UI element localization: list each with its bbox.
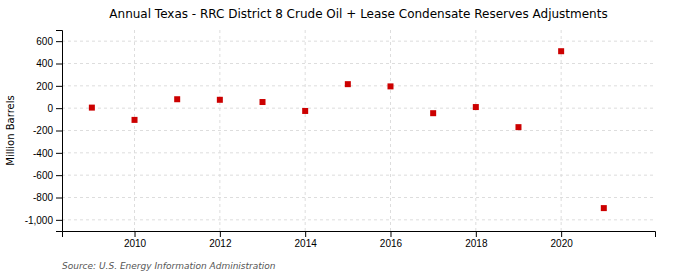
- point: [558, 48, 564, 54]
- grid-line: [390, 30, 391, 231]
- x-tick-mark: [561, 231, 562, 237]
- source: Source: U.S. Energy Information Administ…: [62, 261, 276, 271]
- y-tick-label: 600: [36, 36, 53, 47]
- x-tick-label: 2016: [380, 238, 403, 249]
- grid-line: [62, 197, 655, 198]
- x-tick-label: 2020: [551, 238, 574, 249]
- point: [387, 83, 393, 89]
- plot-area: 2010 2012 2014 2016 2018 2020 -1,000 -800 -600 -4…: [25, 30, 656, 249]
- y-axis-label: Million Barrels: [5, 95, 16, 165]
- point: [430, 110, 436, 116]
- y-tick-mark: [56, 41, 62, 42]
- point: [89, 105, 95, 111]
- point: [302, 108, 308, 114]
- y-tick: 400: [36, 58, 62, 69]
- grid-line: [62, 152, 655, 153]
- grid-line: [62, 108, 655, 109]
- y-tick-label: -400: [33, 148, 53, 159]
- x-tick-mark: [305, 231, 306, 237]
- y-tick: 0: [47, 103, 62, 114]
- x-tick-label: 2012: [209, 238, 232, 249]
- point: [174, 96, 180, 102]
- x-tick-label: 2010: [124, 238, 147, 249]
- grid-line: [62, 130, 655, 131]
- y-tick-mark: [56, 108, 62, 109]
- x-tick-mark: [476, 231, 477, 237]
- y-tick-label: -1,000: [25, 215, 54, 226]
- grid: [62, 30, 655, 231]
- title: Annual Texas - RRC District 8 Crude Oil …: [109, 7, 607, 21]
- y-tick-mark: [56, 131, 62, 132]
- grid-line: [134, 30, 135, 231]
- y-tick-mark: [56, 153, 62, 154]
- x-tick: 2012: [209, 231, 232, 249]
- y-axis-line: [56, 31, 63, 232]
- y-tick: -800: [33, 192, 62, 203]
- points: [89, 48, 607, 211]
- grid-line: [219, 30, 220, 231]
- y-tick-mark: [56, 64, 62, 65]
- y-tick-label: 200: [36, 81, 53, 92]
- grid-line: [475, 30, 476, 231]
- x-axis: 2010 2012 2014 2016 2018 2020: [63, 231, 656, 249]
- y-tick-mark: [56, 86, 62, 87]
- grid-line: [62, 219, 655, 220]
- x-tick: 2010: [124, 231, 147, 249]
- grid-line: [62, 41, 655, 42]
- grid-line: [62, 85, 655, 86]
- y-tick: -200: [33, 125, 62, 136]
- point: [601, 205, 607, 211]
- chart: 2010 2012 2014 2016 2018 2020 -1,000 -800 -600 -4…: [0, 0, 675, 275]
- x-tick-label: 2014: [295, 238, 318, 249]
- y-tick: -600: [33, 170, 62, 181]
- point: [260, 99, 266, 105]
- x-tick: 2020: [551, 231, 574, 249]
- point: [515, 124, 521, 130]
- y-tick-label: -600: [33, 170, 53, 181]
- point: [473, 104, 479, 110]
- y-tick: 600: [36, 36, 62, 47]
- point: [345, 81, 351, 87]
- y-tick-mark: [56, 175, 62, 176]
- x-tick: 2018: [465, 231, 488, 249]
- y-tick-label: -800: [33, 192, 53, 203]
- point: [132, 117, 138, 123]
- grid-line: [62, 175, 655, 176]
- x-tick-mark: [135, 231, 136, 237]
- y-tick: -1,000: [25, 215, 62, 226]
- x-tick-mark: [220, 231, 221, 237]
- point: [217, 97, 223, 103]
- x-tick-label: 2018: [465, 238, 488, 249]
- grid-line: [62, 63, 655, 64]
- x-tick-mark: [390, 231, 391, 237]
- y-tick: 200: [36, 81, 62, 92]
- y-tick: -400: [33, 148, 62, 159]
- x-axis-line: [63, 232, 656, 238]
- grid-line: [305, 30, 306, 231]
- y-tick-mark: [56, 198, 62, 199]
- y-tick-label: -200: [33, 125, 53, 136]
- y-tick-label: 400: [36, 58, 53, 69]
- y-tick-mark: [56, 220, 62, 221]
- x-tick: 2016: [380, 231, 403, 249]
- grid-line: [561, 30, 562, 231]
- x-tick: 2014: [295, 231, 318, 249]
- y-axis: -1,000 -800 -600 -400 -200 0 200 400 600: [25, 31, 63, 232]
- y-tick-label: 0: [47, 103, 53, 114]
